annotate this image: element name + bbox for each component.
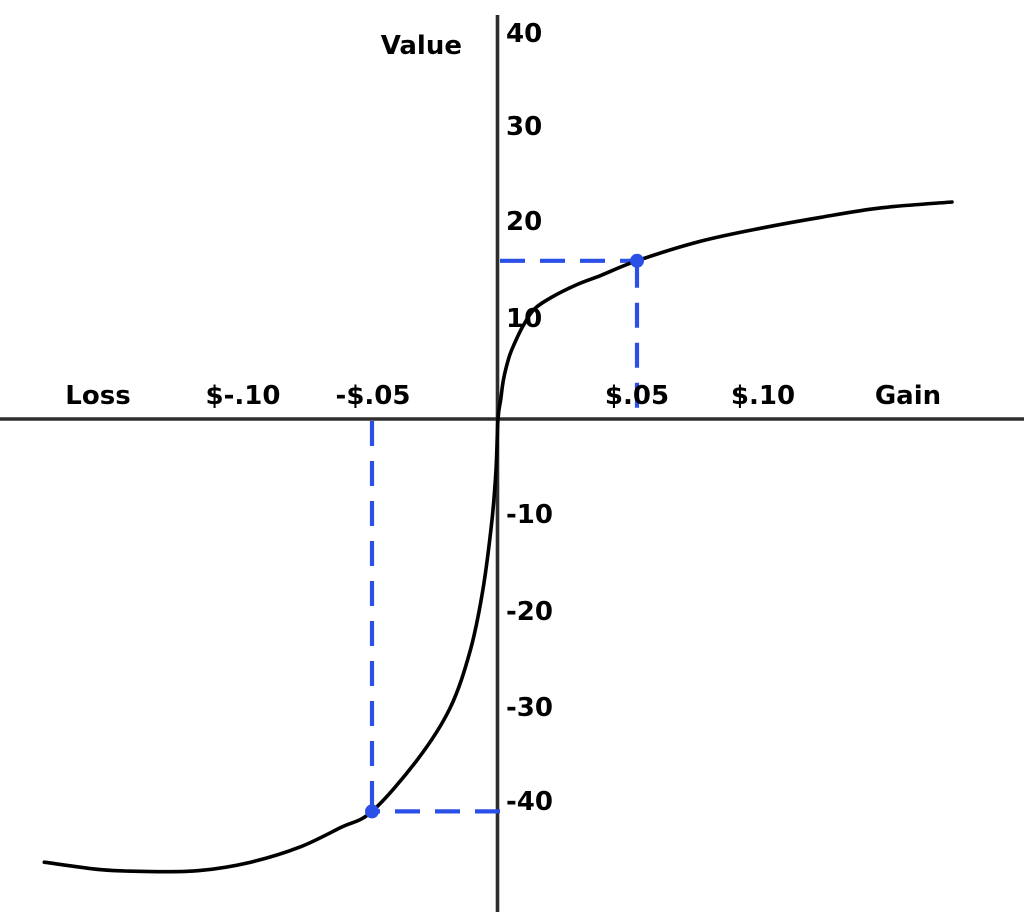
- value-function-curve: [42, 200, 954, 874]
- y-tick-label-10: 10: [506, 304, 543, 334]
- y-tick-label-20: 20: [506, 207, 543, 237]
- y-tick-label-neg30: -30: [506, 693, 553, 723]
- x-axis-loss-label: Loss: [65, 381, 131, 411]
- x-tick-label-pos10c: $.10: [730, 381, 796, 411]
- x-tick-label-pos05c: $.05: [604, 381, 670, 411]
- y-tick-label-30: 30: [506, 112, 543, 142]
- y-tick-label-neg40: -40: [506, 787, 553, 817]
- y-tick-label-neg10: -10: [506, 500, 553, 530]
- y-tick-label-40: 40: [506, 19, 543, 49]
- y-axis-title: Value: [380, 31, 462, 61]
- x-tick-label-neg10c: $-.10: [205, 381, 281, 411]
- highlight-point-1: [365, 804, 379, 819]
- y-tick-label-neg20: -20: [506, 597, 553, 627]
- highlight-point-0: [630, 253, 644, 268]
- x-tick-label-neg05c: -$.05: [335, 381, 411, 411]
- x-axis-gain-label: Gain: [874, 381, 942, 411]
